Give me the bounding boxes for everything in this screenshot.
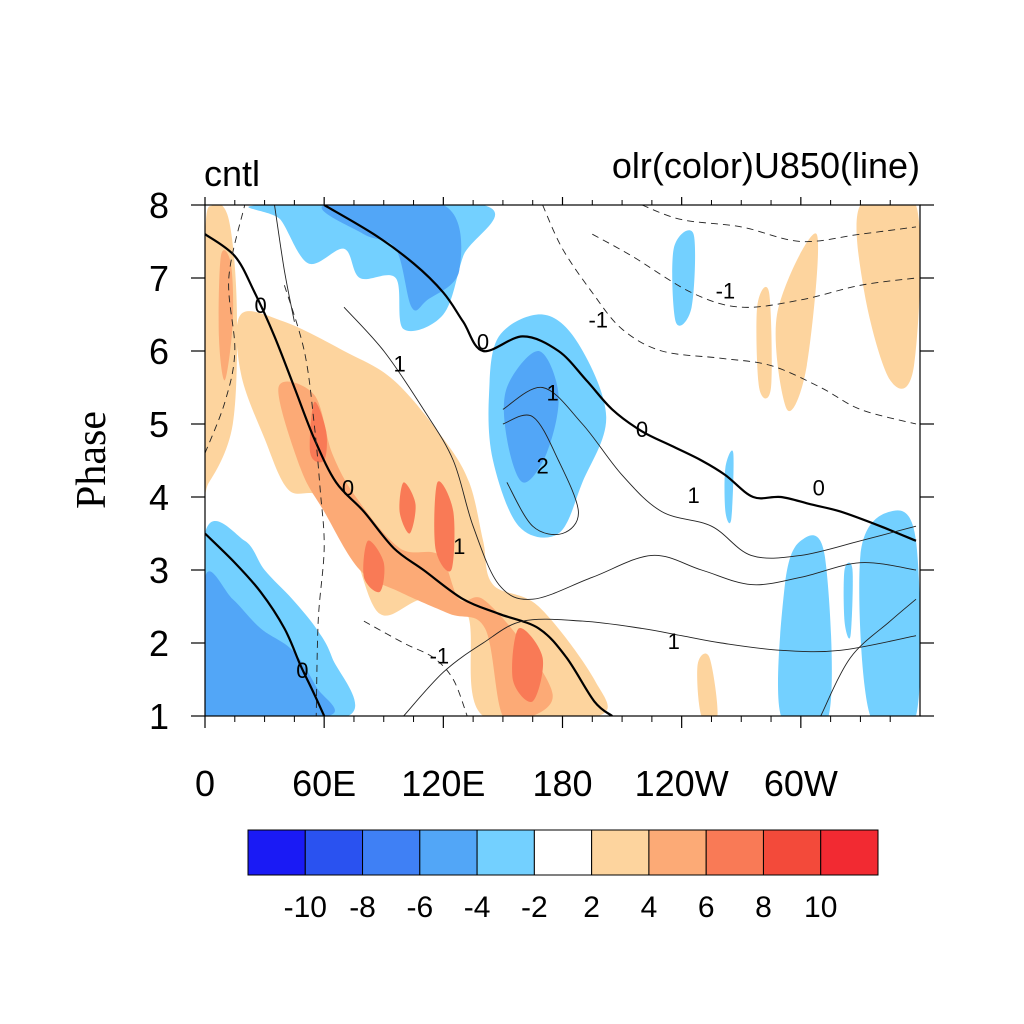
olr-region-8	[512, 627, 544, 702]
olr-region-1	[218, 250, 234, 381]
x-tick-label-2: 120E	[401, 763, 485, 804]
olr-region-20	[724, 450, 734, 524]
right-title: olr(color)U850(line)	[612, 145, 920, 186]
colorbar-box-7	[648, 829, 707, 876]
colorbar-box-1	[304, 829, 364, 876]
colorbar-box-10	[820, 829, 879, 876]
u850-contour-11	[641, 205, 917, 243]
u850-contour-1	[205, 532, 326, 716]
colorbar: -10 -8 -6 -4 -2 2 4 6 8 10	[247, 829, 879, 924]
u850-contours	[205, 205, 917, 716]
contour-label-8-0: -1	[716, 278, 736, 303]
colorbar-label-9: 10	[804, 891, 837, 924]
colorbar-box-4	[476, 829, 535, 876]
y-axis: 1 2 3 4 5 6 7 8	[149, 185, 934, 737]
u850-contour-9	[283, 285, 325, 716]
olr-shading	[205, 205, 920, 716]
contour-label-2-2: 0	[813, 476, 825, 501]
y-tick-label-2: 3	[149, 550, 169, 591]
u850-contour-5	[502, 387, 917, 559]
colorbar-box-9	[762, 829, 822, 876]
x-axis: 0 60E 120E 180 120W 60W	[195, 197, 891, 804]
u850-contour-4	[343, 306, 917, 600]
x-tick-label-1: 60E	[292, 763, 356, 804]
contour-label-3-0: 1	[668, 629, 680, 654]
olr-region-23	[843, 562, 853, 639]
colorbar-box-2	[362, 829, 421, 876]
y-tick-label-4: 5	[149, 404, 169, 445]
olr-region-22	[859, 510, 920, 716]
olr-region-5	[399, 482, 416, 534]
y-tick-label-6: 7	[149, 258, 169, 299]
olr-region-11	[697, 653, 718, 716]
contour-label-6-0: 2	[537, 454, 549, 479]
colorbar-box-6	[591, 829, 650, 876]
olr-region-12	[756, 286, 772, 399]
colorbar-label-5: 2	[583, 891, 600, 924]
colorbar-label-1: -8	[349, 891, 376, 924]
olr-region-2	[236, 311, 608, 716]
u850-contour-10	[363, 620, 468, 716]
u850-contour-6	[502, 414, 579, 536]
olr-region-19	[672, 230, 696, 326]
y-axis-label: Phase	[69, 411, 115, 509]
u850-contour-14	[274, 205, 295, 322]
u850-contour-3	[403, 618, 917, 716]
olr-region-4	[309, 401, 327, 463]
x-tick-label-5: 60W	[764, 763, 838, 804]
colorbar-label-0: -10	[284, 891, 327, 924]
x-tick-label-4: 120W	[635, 763, 729, 804]
contour-label-2-1: 0	[636, 417, 648, 442]
olr-region-14	[321, 205, 462, 311]
u850-contour-8	[592, 233, 917, 308]
colorbar-label-2: -6	[406, 891, 433, 924]
u850-contour-13	[820, 598, 917, 716]
x-tick-label-0: 0	[195, 763, 215, 804]
y-tick-label-7: 8	[149, 185, 169, 226]
olr-region-10	[856, 205, 920, 389]
u850-contour-12	[205, 205, 246, 454]
contour-label-1-0: 0	[296, 658, 308, 683]
contour-label-0-0: 0	[254, 293, 266, 318]
contour-label-7-0: -1	[588, 308, 608, 333]
olr-region-9	[775, 233, 819, 412]
y-tick-label-5: 6	[149, 331, 169, 372]
contour-label-0-1: 0	[342, 476, 354, 501]
colorbar-label-3: -4	[464, 891, 491, 924]
contour-label-4-1: 1	[394, 351, 406, 376]
colorbar-box-5	[533, 829, 593, 876]
colorbar-box-8	[705, 829, 764, 876]
olr-region-18	[205, 571, 335, 716]
contour-label-10-0: -1	[430, 643, 450, 668]
olr-region-7	[363, 540, 385, 593]
contour-label-2-0: 0	[477, 330, 489, 355]
olr-region-6	[434, 481, 455, 572]
y-tick-label-0: 1	[149, 696, 169, 737]
colorbar-box-0	[247, 829, 306, 876]
colorbar-label-8: 8	[755, 891, 772, 924]
x-tick-label-3: 180	[532, 763, 592, 804]
olr-region-21	[778, 535, 832, 716]
y-tick-label-1: 2	[149, 623, 169, 664]
contour-label-5-0: 1	[687, 483, 699, 508]
contour-label-4-0: 1	[453, 534, 465, 559]
y-tick-label-3: 4	[149, 477, 169, 518]
colorbar-label-6: 4	[641, 891, 658, 924]
u850-contour-2	[323, 205, 917, 542]
olr-region-16	[503, 350, 559, 483]
colorbar-label-7: 6	[698, 891, 715, 924]
contour-label-6-1: 1	[546, 381, 558, 406]
u850-contour-0	[205, 233, 613, 716]
contour-labels: 0 0 0 0 0 0 1 1 1 1 2 1 -1 -1 -1	[254, 278, 824, 683]
colorbar-box-3	[419, 829, 478, 876]
left-title: cntl	[204, 153, 260, 194]
u850-contour-7	[542, 205, 917, 425]
colorbar-label-4: -2	[521, 891, 548, 924]
